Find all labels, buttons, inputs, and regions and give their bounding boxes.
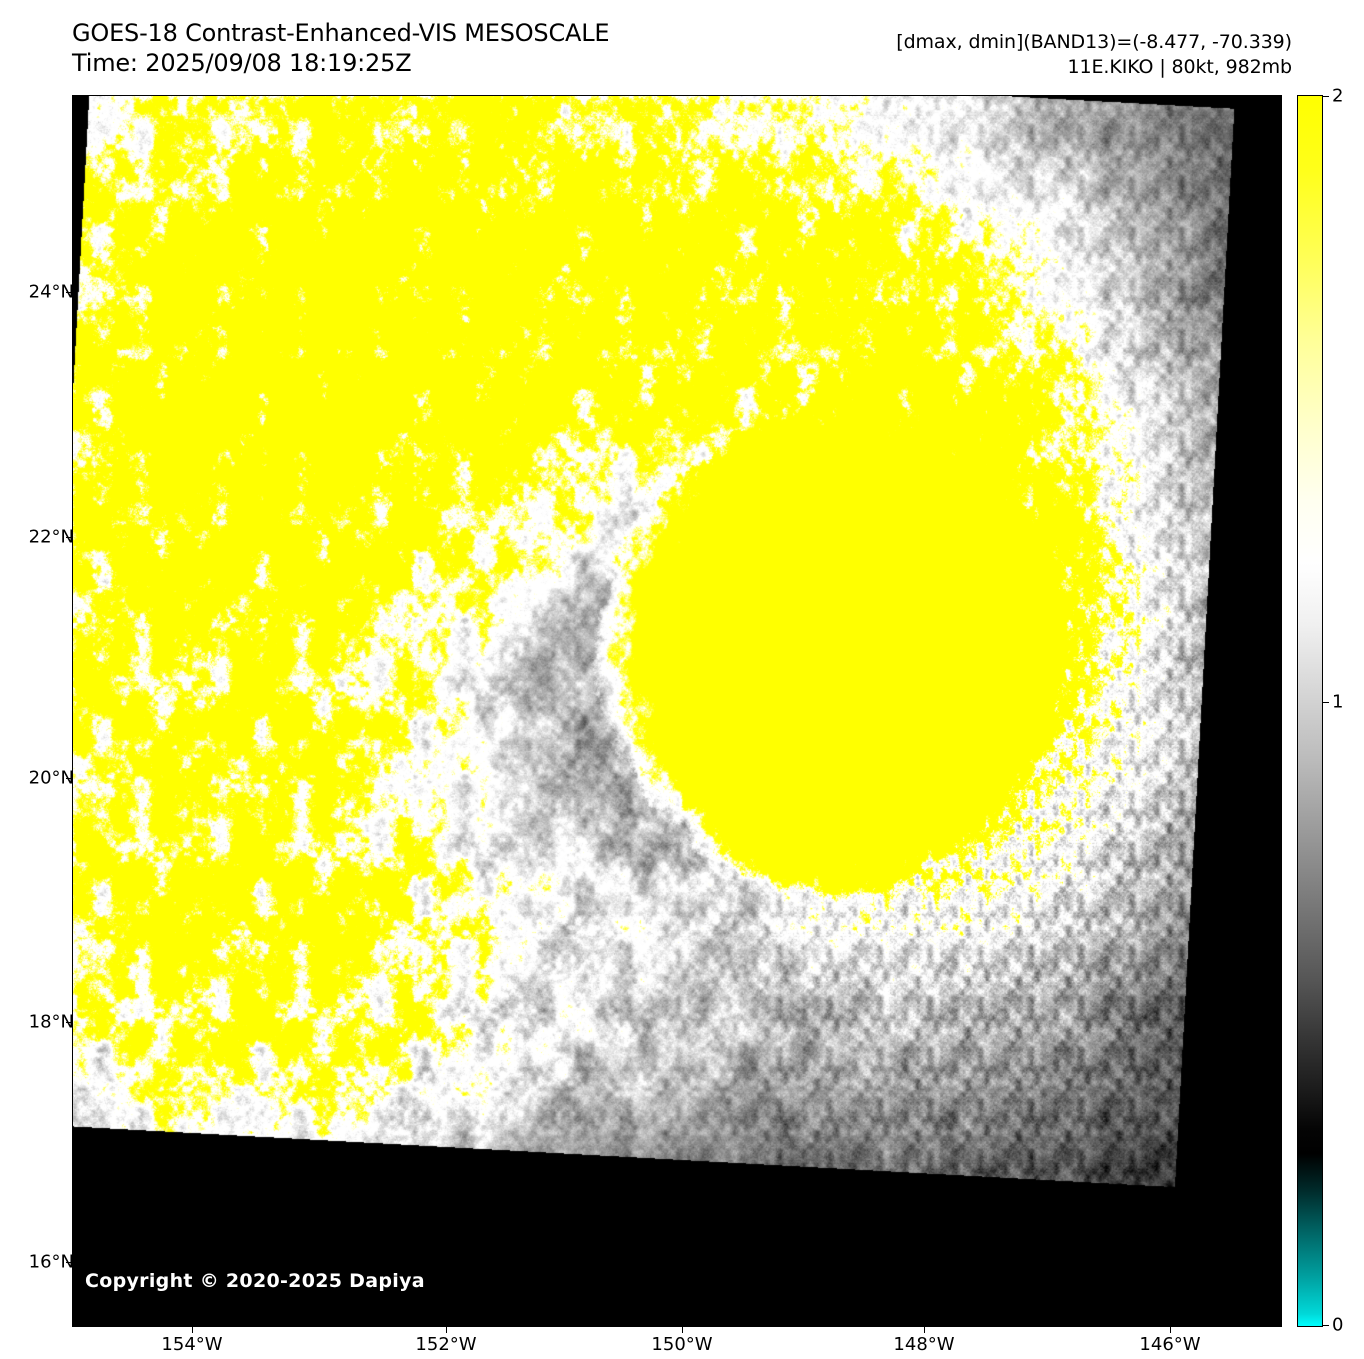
satellite-image-plot: Copyright © 2020-2025 Dapiya xyxy=(72,95,1282,1327)
colorbar-tick-label: 1 xyxy=(1332,691,1344,713)
copyright-label: Copyright © 2020-2025 Dapiya xyxy=(85,1270,425,1292)
colorbar-tick-mark xyxy=(1323,702,1329,703)
metadata-block: [dmax, dmin](BAND13)=(-8.477, -70.339) 1… xyxy=(896,30,1292,79)
satellite-imagery-canvas xyxy=(73,96,1281,1326)
x-axis-tick-label: 154°W xyxy=(161,1334,223,1355)
colorbar-tick-mark xyxy=(1323,1325,1329,1326)
y-axis-tick-mark xyxy=(66,537,72,538)
x-axis-tick-mark xyxy=(1170,1327,1171,1333)
x-axis-tick-label: 148°W xyxy=(893,1334,955,1355)
page-title: GOES-18 Contrast-Enhanced-VIS MESOSCALE xyxy=(72,19,610,47)
colorbar xyxy=(1297,95,1323,1327)
x-axis-tick-mark xyxy=(446,1327,447,1333)
x-axis-tick-mark xyxy=(192,1327,193,1333)
title-block: GOES-18 Contrast-Enhanced-VIS MESOSCALE … xyxy=(72,18,610,78)
timestamp-label: Time: 2025/09/08 18:19:25Z xyxy=(72,49,412,78)
x-axis-tick-mark xyxy=(924,1327,925,1333)
y-axis-tick-mark xyxy=(66,1022,72,1023)
storm-info-label: 11E.KIKO | 80kt, 982mb xyxy=(1067,55,1293,78)
y-axis-tick-label: 16°N xyxy=(28,1251,74,1273)
y-axis-tick-mark xyxy=(66,778,72,779)
y-axis-tick-mark xyxy=(66,292,72,293)
data-range-label: [dmax, dmin](BAND13)=(-8.477, -70.339) xyxy=(896,31,1292,53)
colorbar-tick-mark xyxy=(1323,96,1329,97)
colorbar-tick-label: 2 xyxy=(1332,85,1344,107)
y-axis-tick-label: 18°N xyxy=(28,1011,74,1033)
colorbar-gradient xyxy=(1298,96,1322,1326)
y-axis-tick-label: 20°N xyxy=(28,767,74,789)
y-axis-tick-mark xyxy=(66,1262,72,1263)
x-axis-tick-mark xyxy=(682,1327,683,1333)
x-axis-tick-label: 150°W xyxy=(651,1334,713,1355)
colorbar-tick-label: 0 xyxy=(1332,1314,1344,1336)
x-axis-tick-label: 146°W xyxy=(1139,1334,1201,1355)
x-axis-tick-label: 152°W xyxy=(415,1334,477,1355)
y-axis-tick-label: 24°N xyxy=(28,281,74,303)
y-axis-tick-label: 22°N xyxy=(28,526,74,548)
